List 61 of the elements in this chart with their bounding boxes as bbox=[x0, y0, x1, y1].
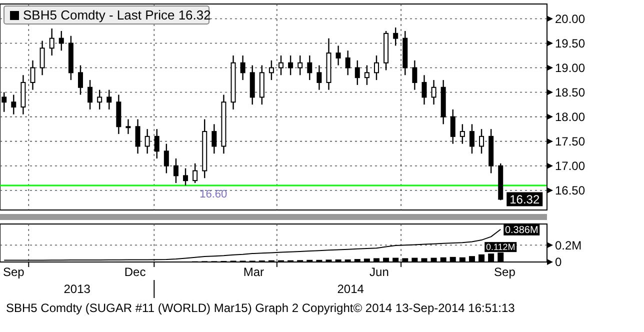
x-tick-label: Sep bbox=[494, 265, 516, 279]
ref-line-label: 16.60 bbox=[200, 188, 228, 200]
candlestick bbox=[240, 54, 246, 81]
y-tick-label: 18.50 bbox=[555, 85, 586, 100]
candlestick bbox=[126, 118, 131, 135]
candlestick bbox=[460, 124, 465, 144]
candlestick bbox=[106, 89, 112, 110]
y-tick-label: 0.2M bbox=[555, 238, 582, 252]
text: SBH5 Comdty (SUGAR #11 (WORLD) Mar15) Graph 2 Copyright© 2014 13-Sep-2014 16:51:13 bbox=[6, 301, 516, 315]
y-tick-label: 19.00 bbox=[555, 60, 586, 75]
candlestick bbox=[479, 128, 484, 154]
candlestick bbox=[40, 40, 45, 76]
y-tick-label: 16.50 bbox=[555, 184, 586, 198]
candlestick bbox=[183, 168, 188, 186]
candlestick bbox=[278, 54, 284, 76]
candlestick bbox=[431, 79, 436, 106]
text: 2014 bbox=[337, 282, 364, 296]
candlestick bbox=[354, 60, 360, 86]
candlestick bbox=[450, 108, 456, 144]
candlestick bbox=[393, 26, 398, 46]
candlestick bbox=[58, 30, 64, 52]
x-tick-label: Sep bbox=[2, 265, 25, 279]
y-tick-label: 17.50 bbox=[555, 134, 586, 149]
candlestick bbox=[345, 50, 350, 76]
annotation: 16.32 bbox=[510, 192, 540, 206]
y-tick-label: 0 bbox=[555, 255, 562, 270]
candlestick bbox=[144, 128, 150, 154]
text: 2013 bbox=[64, 282, 91, 296]
candlestick bbox=[336, 45, 341, 66]
candlestick bbox=[374, 54, 379, 81]
candlestick bbox=[307, 54, 312, 81]
candlestick bbox=[97, 89, 102, 110]
x-tick-label: Mar bbox=[243, 265, 264, 279]
y-tick-label: 20.00 bbox=[555, 12, 586, 26]
candlestick bbox=[422, 74, 427, 106]
candlestick bbox=[135, 118, 140, 154]
candlestick bbox=[49, 28, 54, 56]
candlestick bbox=[78, 64, 83, 96]
candlestick bbox=[412, 60, 418, 90]
candlestick bbox=[164, 143, 169, 174]
candlestick bbox=[192, 162, 198, 184]
candlestick bbox=[154, 128, 160, 160]
legend-label: SBH5 Comdty - Last Price 16.32 bbox=[23, 8, 211, 23]
data-label: 0.112M bbox=[486, 242, 516, 252]
candlestick bbox=[88, 79, 93, 110]
x-tick-label: Jun bbox=[370, 265, 389, 279]
candlestick bbox=[212, 124, 217, 154]
candlestick bbox=[30, 60, 36, 90]
candlestick bbox=[173, 158, 178, 184]
candlestick bbox=[288, 54, 294, 76]
candlestick bbox=[469, 124, 474, 154]
x-tick-label: Dec bbox=[124, 265, 146, 279]
y-tick-label: 17.00 bbox=[555, 159, 586, 174]
candlestick bbox=[268, 60, 274, 81]
candlestick bbox=[298, 54, 303, 76]
candlestick bbox=[316, 64, 322, 90]
y-tick-label: 19.50 bbox=[555, 36, 586, 50]
y-tick-label: 18.00 bbox=[555, 110, 586, 124]
data-label: 0.386M bbox=[504, 224, 538, 236]
candlestick bbox=[364, 64, 370, 86]
candlestick bbox=[11, 94, 16, 115]
